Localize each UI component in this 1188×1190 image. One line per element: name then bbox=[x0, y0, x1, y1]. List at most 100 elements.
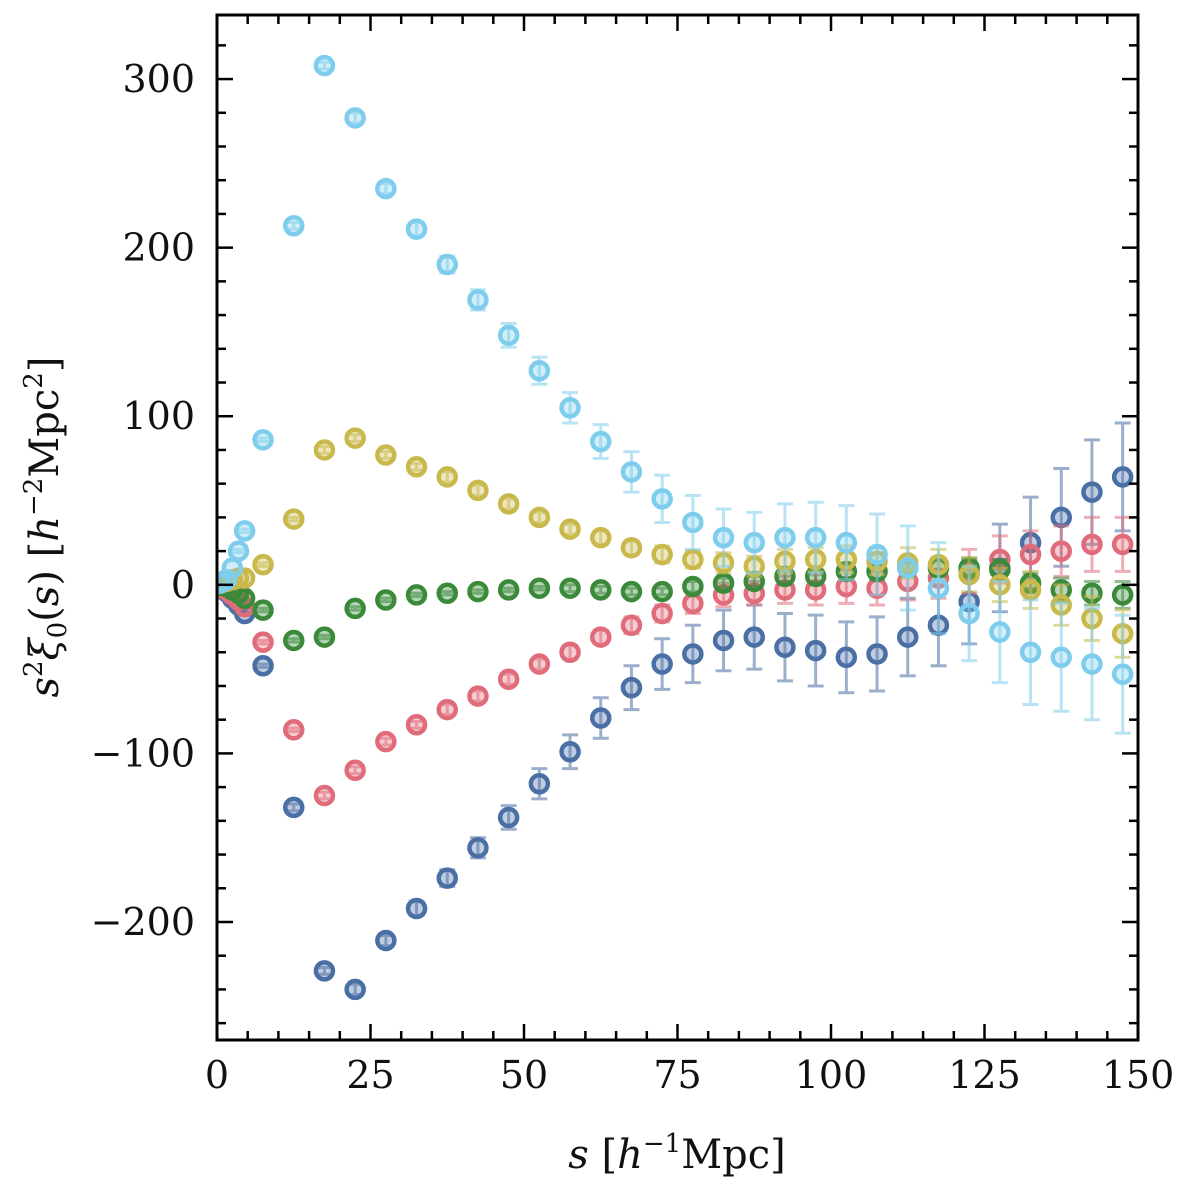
data-point bbox=[1111, 466, 1134, 488]
x-tick-label: 100 bbox=[795, 1053, 868, 1097]
y-tick-label: 200 bbox=[122, 226, 195, 270]
data-point bbox=[313, 54, 336, 77]
error-bar bbox=[838, 620, 855, 695]
data-point bbox=[1050, 506, 1072, 529]
data-point bbox=[1081, 533, 1103, 556]
data-point bbox=[1081, 653, 1103, 675]
data-point bbox=[405, 713, 428, 736]
data-point bbox=[620, 614, 643, 637]
data-point bbox=[283, 214, 305, 237]
data-point bbox=[559, 641, 581, 664]
error-bar bbox=[930, 541, 947, 636]
data-point bbox=[497, 806, 520, 829]
data-point bbox=[221, 557, 244, 579]
data-point bbox=[375, 444, 397, 466]
data-point bbox=[866, 643, 888, 665]
data-point bbox=[590, 579, 612, 601]
plot-frame bbox=[215, 13, 1140, 1042]
error-bar bbox=[285, 637, 302, 644]
data-point bbox=[620, 461, 643, 483]
data-point bbox=[497, 324, 520, 347]
data-point bbox=[283, 629, 305, 652]
error-bar bbox=[776, 502, 793, 573]
data-point bbox=[233, 587, 256, 610]
error-bar bbox=[469, 588, 486, 595]
error-bar bbox=[236, 527, 253, 535]
data-point bbox=[1050, 540, 1072, 562]
x-tick-labels: 0 25 50 75 100 125 150 bbox=[205, 1053, 1174, 1097]
error-bar bbox=[654, 637, 671, 691]
data-point bbox=[774, 526, 796, 549]
data-point bbox=[559, 740, 581, 763]
data-point bbox=[467, 289, 489, 311]
data-point bbox=[233, 520, 256, 542]
data-point bbox=[651, 602, 673, 625]
data-point bbox=[227, 540, 250, 562]
data-point bbox=[467, 580, 489, 603]
data-point bbox=[866, 543, 888, 566]
data-point bbox=[436, 698, 458, 721]
data-point bbox=[405, 897, 428, 920]
error-bar bbox=[1053, 524, 1070, 578]
data-point bbox=[1019, 543, 1042, 566]
data-point bbox=[436, 867, 458, 889]
data-point bbox=[682, 643, 704, 665]
data-point bbox=[682, 548, 704, 571]
data-point bbox=[897, 626, 919, 648]
error-bar bbox=[562, 733, 579, 771]
data-point bbox=[958, 602, 980, 625]
error-bar bbox=[807, 500, 824, 575]
error-bar bbox=[1083, 515, 1100, 573]
data-point bbox=[528, 506, 551, 529]
error-bar bbox=[1114, 515, 1131, 573]
data-point bbox=[283, 719, 305, 741]
error-bar bbox=[838, 504, 855, 582]
data-point bbox=[313, 784, 336, 807]
data-point bbox=[497, 668, 520, 690]
data-point bbox=[1081, 481, 1103, 503]
error-bar bbox=[531, 585, 548, 592]
x-tick-label: 25 bbox=[346, 1053, 394, 1097]
error-bar bbox=[377, 596, 394, 604]
data-point bbox=[712, 572, 735, 594]
data-point bbox=[927, 577, 950, 599]
y-axis-label: s2ξ0(s) [h−2Mpc2] bbox=[19, 357, 73, 698]
data-point bbox=[313, 439, 336, 461]
y-tick-labels: −200 −100 0 100 200 300 bbox=[91, 57, 195, 944]
data-point bbox=[620, 676, 643, 699]
error-bar bbox=[869, 512, 886, 597]
data-point bbox=[375, 929, 397, 952]
error-bar bbox=[715, 608, 732, 673]
data-point bbox=[651, 488, 673, 510]
x-tick-label: 0 bbox=[205, 1053, 229, 1097]
data-point bbox=[252, 599, 274, 621]
data-point bbox=[313, 960, 336, 982]
data-point bbox=[835, 531, 858, 554]
data-point bbox=[528, 653, 551, 675]
error-bar bbox=[869, 615, 886, 693]
data-point bbox=[804, 526, 827, 549]
data-point bbox=[682, 575, 704, 598]
data-point bbox=[375, 730, 397, 753]
data-point bbox=[252, 553, 274, 576]
error-bar bbox=[961, 564, 978, 663]
error-bar bbox=[623, 450, 640, 494]
data-point bbox=[620, 536, 643, 559]
data-point bbox=[712, 526, 735, 549]
error-bar bbox=[230, 547, 247, 555]
error-bar bbox=[807, 613, 824, 688]
data-point bbox=[375, 177, 397, 200]
data-point bbox=[344, 759, 366, 782]
data-point bbox=[375, 589, 397, 611]
data-point bbox=[313, 626, 336, 648]
data-point bbox=[712, 629, 735, 652]
data-point bbox=[252, 429, 274, 451]
y-tick-label: −200 bbox=[91, 900, 195, 944]
data-point bbox=[1050, 646, 1072, 669]
data-point bbox=[344, 597, 366, 620]
data-point bbox=[436, 582, 458, 604]
data-point bbox=[344, 978, 366, 1001]
error-bar bbox=[255, 561, 272, 568]
data-point bbox=[528, 359, 551, 382]
data-point bbox=[835, 646, 858, 669]
